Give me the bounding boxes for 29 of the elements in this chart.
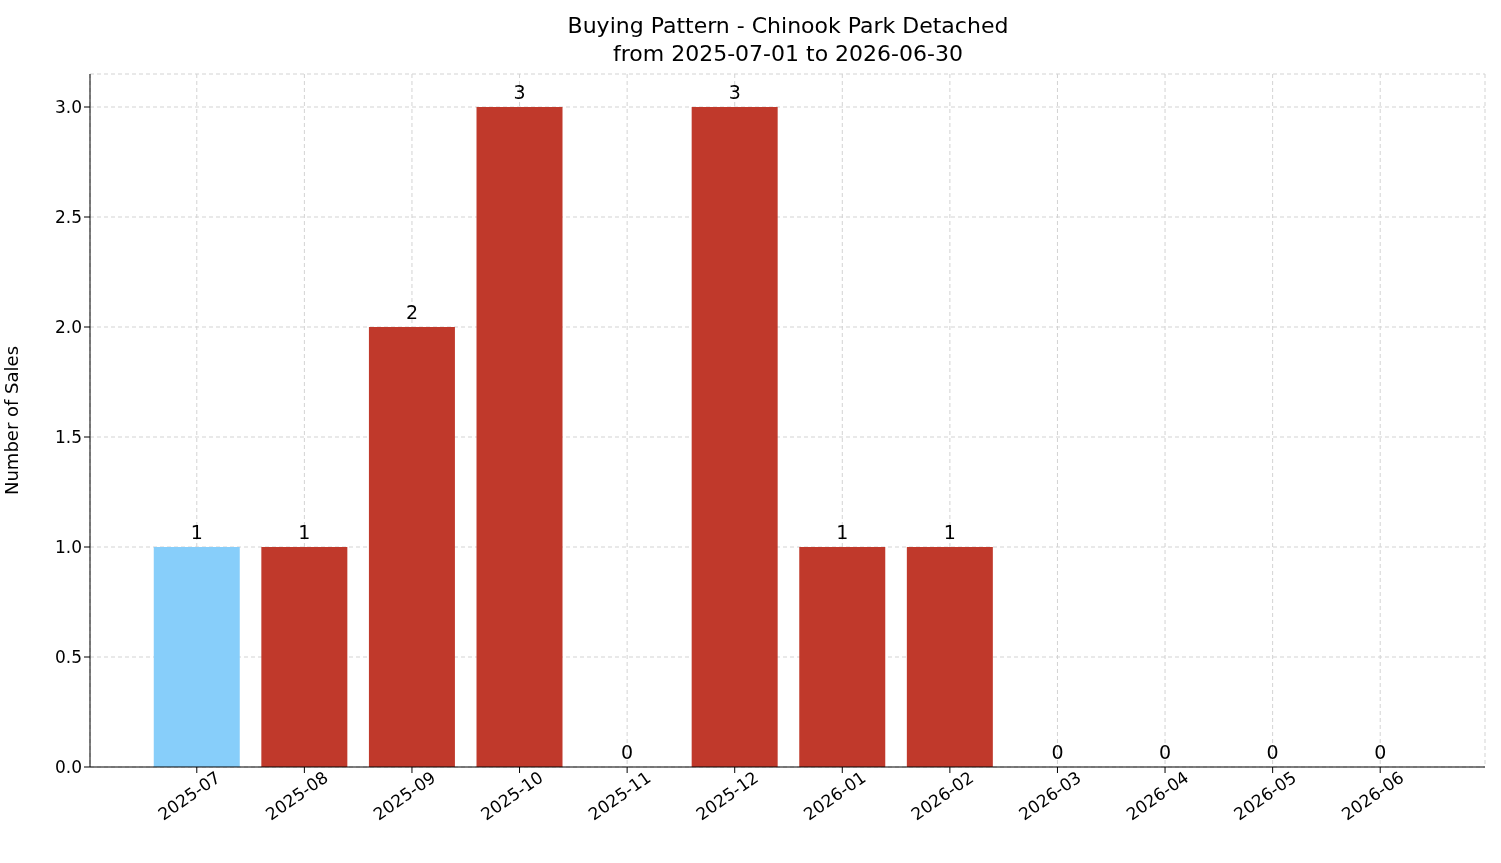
data-label: 0 bbox=[1051, 741, 1064, 763]
data-label: 0 bbox=[1374, 741, 1387, 763]
bar bbox=[368, 327, 455, 767]
y-tick-label: 2.0 bbox=[54, 317, 82, 338]
bar bbox=[261, 547, 348, 767]
data-label: 3 bbox=[728, 81, 741, 103]
data-label: 2 bbox=[405, 301, 419, 323]
y-tick-label: 1.5 bbox=[54, 427, 82, 448]
data-label: 0 bbox=[1158, 741, 1172, 763]
data-label: 1 bbox=[298, 521, 311, 543]
data-label: 1 bbox=[190, 521, 203, 543]
y-tick-label: 1.0 bbox=[54, 537, 82, 558]
bar bbox=[799, 547, 886, 767]
y-tick-label: 0.0 bbox=[54, 757, 82, 778]
y-tick-label: 2.5 bbox=[54, 207, 82, 228]
bar bbox=[691, 107, 778, 767]
data-label: 0 bbox=[621, 741, 634, 763]
data-label: 3 bbox=[513, 81, 526, 103]
y-tick-label: 0.5 bbox=[54, 647, 82, 668]
bar bbox=[153, 547, 240, 767]
data-label: 1 bbox=[943, 521, 956, 543]
chart-subtitle: from 2025-07-01 to 2026-06-30 bbox=[613, 41, 963, 66]
data-label: 0 bbox=[1266, 741, 1279, 763]
data-label: 1 bbox=[836, 521, 849, 543]
bar bbox=[906, 547, 993, 767]
y-tick-label: 3.0 bbox=[54, 97, 82, 118]
y-axis-title: Number of Sales bbox=[1, 345, 23, 496]
bar bbox=[476, 107, 563, 767]
chart-title: Buying Pattern - Chinook Park Detached bbox=[567, 13, 1009, 38]
